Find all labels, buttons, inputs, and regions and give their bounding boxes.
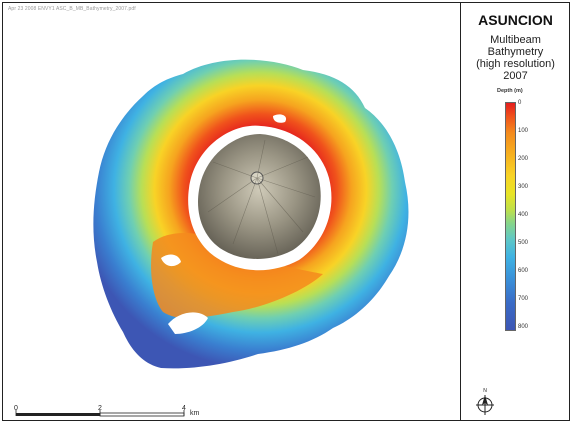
colorbar-tick: 600: [518, 268, 529, 274]
island-terrain: [198, 134, 321, 259]
map-title: ASUNCION: [478, 12, 553, 28]
colorbar-label: Depth (m): [497, 88, 523, 94]
colorbar-tick: 400: [518, 212, 529, 218]
file-header-text: Apr 23 2008 ENVY1 ASC_B_MB_Bathymetry_20…: [8, 6, 136, 12]
subtitle-line: (high resolution): [476, 58, 555, 70]
scale-label: 0: [14, 405, 18, 412]
depth-colorbar: [505, 102, 516, 331]
north-arrow-icon: N: [476, 388, 494, 415]
no-data-gap: [168, 312, 208, 334]
subtitle-line: Bathymetry: [487, 46, 544, 58]
colorbar-tick: 0: [518, 100, 522, 106]
colorbar-tick: 200: [518, 156, 529, 162]
scale-label: 2: [98, 405, 102, 412]
no-data-gap: [273, 114, 287, 123]
colorbar-tick: 500: [518, 240, 529, 246]
panel-divider: [460, 2, 461, 421]
scale-bar: [15, 410, 185, 417]
radial-ridges: [207, 139, 316, 255]
subtitle-line: Multibeam: [490, 34, 541, 46]
north-label: N: [483, 388, 487, 394]
colorbar-tick: 300: [518, 184, 529, 190]
no-data-gap: [161, 254, 181, 267]
scale-label: 4: [182, 405, 186, 412]
colorbar-tick: 700: [518, 296, 529, 302]
map-subtitle: Multibeam Bathymetry (high resolution) 2…: [461, 34, 570, 82]
legend-panel: ASUNCION Multibeam Bathymetry (high reso…: [461, 2, 570, 421]
colorbar-tick: 800: [518, 324, 529, 330]
scale-unit: km: [190, 410, 200, 417]
colorbar-tick: 100: [518, 128, 529, 134]
southwest-shelf: [151, 232, 323, 319]
subtitle-line: 2007: [503, 70, 528, 82]
bathymetry-map: [93, 59, 409, 369]
